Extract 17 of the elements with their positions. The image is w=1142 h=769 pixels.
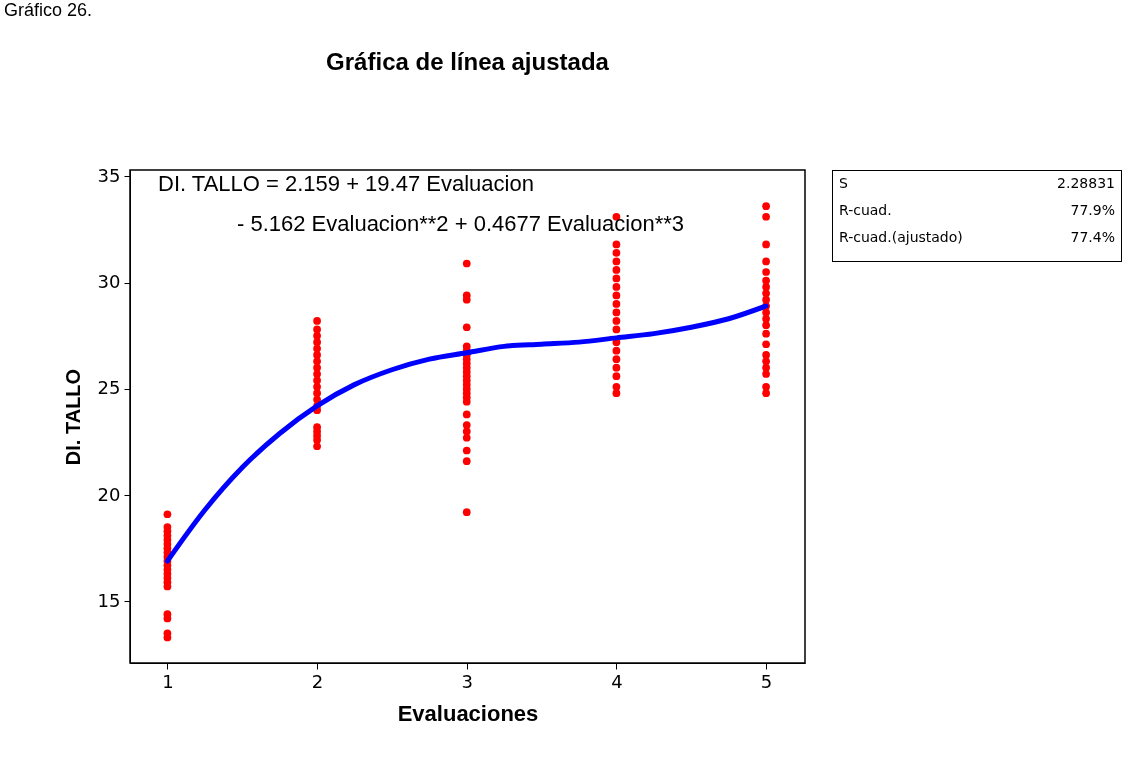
y-tick-label: 15 (97, 589, 121, 611)
chart-title: Gráfica de línea ajustada (326, 48, 610, 76)
x-axis-title: Evaluaciones (397, 700, 539, 726)
y-tick-label: 20 (97, 483, 121, 505)
annotation: DI. TALLO = 2.159 + 19.47 Evaluacion (158, 171, 534, 197)
x-tick-label: 1 (162, 670, 174, 692)
y-tick-label: 25 (97, 377, 121, 399)
x-tick-label: 3 (461, 670, 473, 692)
y-tick-label: 35 (97, 164, 121, 186)
annotation: - 5.162 Evaluacion**2 + 0.4677 Evaluacion**3 (237, 211, 685, 237)
y-axis-title: DI. TALLO (61, 368, 84, 466)
x-tick-label: 4 (611, 670, 623, 692)
stats-box: S 2.28831 R-cuad. 77.9% R-cuad.(ajustado) 77.4% (832, 170, 1122, 262)
x-tick-label: 2 (311, 670, 324, 692)
text: Gráfico 26. (4, 0, 93, 21)
y-tick-label: 30 (97, 271, 121, 293)
x-tick-label: 5 (760, 670, 773, 692)
